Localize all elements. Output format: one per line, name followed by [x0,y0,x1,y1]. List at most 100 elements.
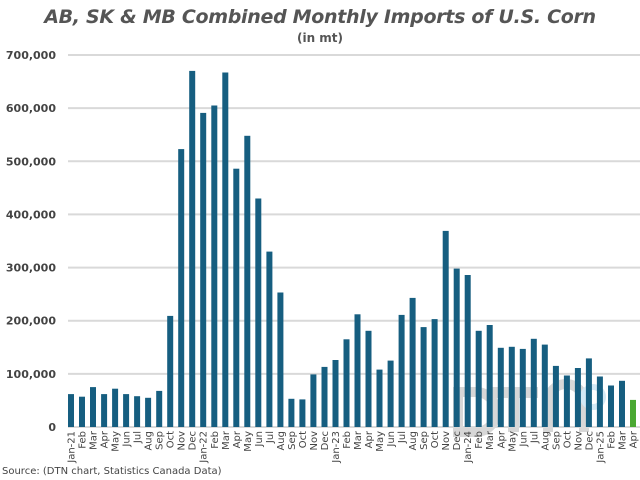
bar-44 [552,365,559,427]
bar-30 [398,314,405,427]
bar-1 [79,396,85,427]
x-tick-label: May [507,431,518,452]
bar-23 [321,366,328,427]
x-tick-label: Jul [133,431,144,444]
x-tick-label: Oct [166,431,177,448]
y-tick-label: 600,000 [6,102,56,115]
y-tick-label: 300,000 [6,262,56,275]
x-tick-label: Apr [629,430,640,448]
x-tick-label: May [243,431,254,452]
bar-29 [387,360,394,427]
bar-10 [178,149,185,427]
x-tick-label: Nov [441,431,452,451]
x-tick-label: Feb [78,431,89,449]
bar-22 [310,374,317,427]
source-note: Source: (DTN chart, Statistics Canada Da… [2,466,222,477]
x-tick-label: Dec [452,431,463,450]
x-tick-label: Sep [551,431,562,450]
bar-11 [189,70,196,428]
bar-26 [354,314,361,427]
x-tick-label: Mar [221,430,232,450]
bar-38 [486,325,493,427]
x-tick-label: Apr [364,430,375,448]
x-tick-label: Nov [573,431,584,451]
x-tick-label: Nov [309,431,320,451]
bar-34 [442,230,449,427]
x-tick-label: Mar [485,430,496,450]
bar-48 [596,376,603,427]
x-tick-label: Jan-22 [199,431,210,464]
y-tick-label: 400,000 [6,208,56,221]
bar-12 [200,112,207,428]
bar-3 [101,394,108,427]
bar-9 [167,315,174,427]
x-tick-label: Oct [562,431,573,448]
x-tick-label: Sep [287,431,298,450]
bar-49 [608,385,614,427]
x-tick-label: Sep [155,431,166,450]
x-tick-label: Aug [144,431,155,451]
x-tick-label: Sep [419,431,430,450]
bar-2 [90,387,96,427]
x-tick-label: Mar [618,430,629,450]
y-tick-label: 0 [48,421,56,434]
x-tick-label: Dec [584,431,595,450]
x-tick-label: Jan-21 [67,431,78,464]
x-tick-label: Feb [342,431,353,449]
y-tick-label: 700,000 [6,49,56,62]
x-tick-label: Jun [386,431,397,448]
bar-37 [475,330,482,427]
chart-title: AB, SK & MB Combined Monthly Imports of … [44,6,596,28]
x-tick-label: Dec [320,431,331,450]
x-tick-label: Mar [353,430,364,450]
bar-39 [497,347,504,427]
bar-7 [145,397,152,427]
bar-0 [68,394,74,427]
x-tick-label: Jul [265,431,276,444]
bar-25 [343,339,350,427]
x-tick-label: Jul [529,431,540,444]
x-tick-label: Aug [540,431,551,451]
bar-13 [211,105,218,427]
bar-46 [574,368,581,427]
bar-33 [431,319,438,427]
y-tick-label: 500,000 [6,155,56,168]
bar-36 [464,275,471,427]
bar-50 [619,380,625,427]
x-tick-label: Jun [518,431,529,448]
x-tick-label: Jun [254,431,265,448]
bar-35 [453,268,460,427]
bar-19 [277,292,284,427]
bar-40 [508,346,515,427]
x-tick-label: Jan-24 [463,431,474,464]
x-tick-label: Jun [122,431,133,448]
x-tick-label: Feb [210,431,221,449]
x-tick-label: Dec [188,431,199,450]
x-tick-label: Jan-25 [595,431,606,464]
bar-32 [420,327,427,427]
x-tick-label: Apr [496,430,507,448]
chart-subtitle: (in mt) [296,31,344,45]
x-tick-label: Apr [232,430,243,448]
y-tick-label: 100,000 [6,368,56,381]
x-tick-label: Jul [397,431,408,444]
x-tick-label: Nov [177,431,188,451]
x-tick-label: Apr [100,430,111,448]
bar-51 [630,399,636,427]
x-tick-label: Aug [276,431,287,451]
bar-18 [266,251,273,427]
x-tick-label: Feb [607,431,618,449]
bar-8 [156,390,163,427]
bar-16 [244,135,251,428]
bar-47 [585,358,592,427]
bar-15 [233,168,240,427]
bar-20 [288,398,295,427]
bar-5 [123,394,130,427]
x-tick-label: Mar [89,430,100,450]
x-tick-label: Oct [298,431,309,448]
x-tick-label: Oct [430,431,441,448]
bar-21 [299,399,306,427]
bar-27 [365,330,372,427]
bar-45 [563,375,570,427]
